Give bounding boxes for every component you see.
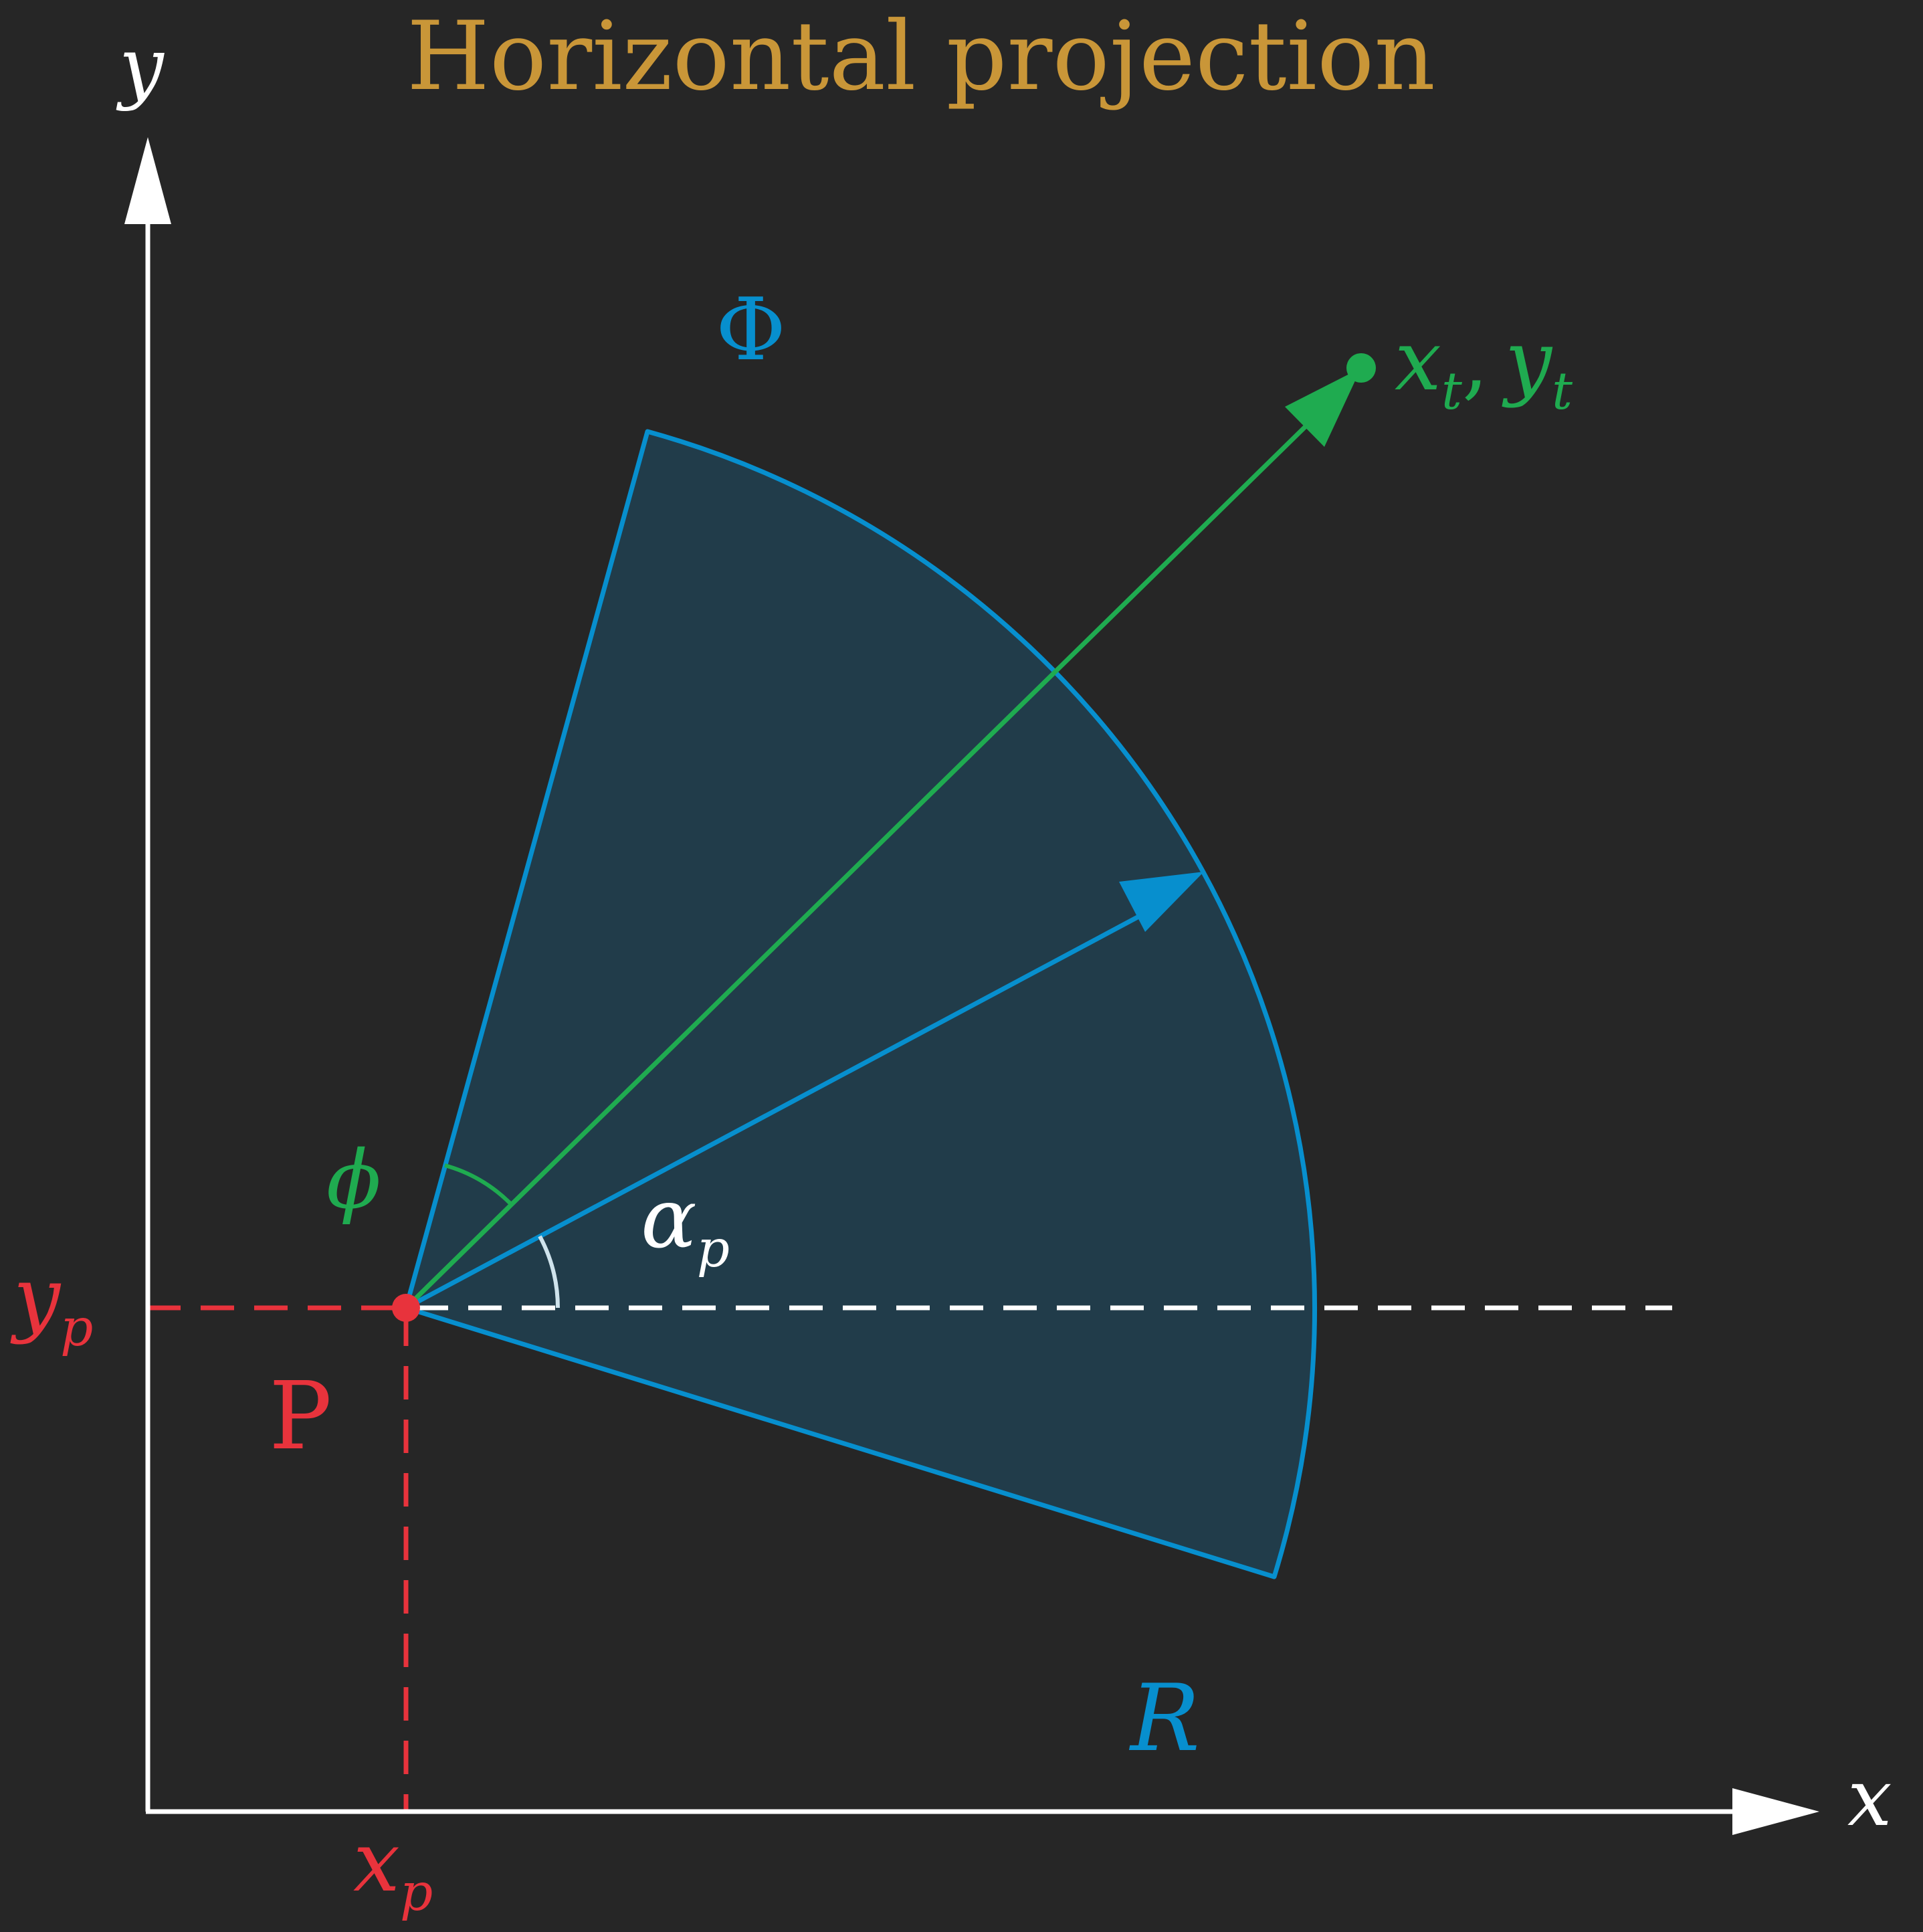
x-axis-arrowhead xyxy=(1732,1788,1819,1835)
sector-width-label: Φ xyxy=(716,280,786,380)
xp-label: xp xyxy=(353,1821,433,1919)
bearing-arrowhead xyxy=(1119,872,1204,932)
alpha-base: α xyxy=(641,1171,697,1267)
alpha-angle-arc xyxy=(538,1235,560,1309)
xp-base: x xyxy=(353,1814,400,1911)
yp-subscript: p xyxy=(60,1298,94,1359)
bearing-arrow-shaft xyxy=(405,900,1165,1311)
alpha-angle-label: αp xyxy=(641,1177,730,1275)
point-p-label: P xyxy=(269,1362,332,1471)
target-x-subscript: t xyxy=(1441,362,1462,422)
x-axis-label: x xyxy=(1847,1751,1892,1844)
phi-angle-arc xyxy=(444,1163,512,1205)
y-axis-label: y xyxy=(119,20,164,112)
target-y-label: y xyxy=(1505,313,1552,409)
target-arrow-shaft xyxy=(404,403,1330,1310)
target-coordinates-label: xt, yt xyxy=(1395,320,1573,417)
yp-label: yp xyxy=(13,1256,93,1354)
point-p-marker xyxy=(392,1294,420,1322)
xp-subscript: p xyxy=(399,1863,433,1923)
yp-base: y xyxy=(13,1250,61,1346)
alpha-subscript: p xyxy=(696,1220,730,1280)
diagram-title: Horizontal projection xyxy=(407,1,1435,112)
target-x-label: x xyxy=(1395,313,1441,409)
y-axis-arrowhead xyxy=(124,137,171,224)
target-y-subscript: t xyxy=(1552,362,1573,422)
radius-label: R xyxy=(1130,1664,1200,1772)
target-separator: , xyxy=(1461,313,1489,409)
target-point xyxy=(1346,353,1376,383)
target-arrowhead xyxy=(1285,368,1361,447)
phi-angle-label: ϕ xyxy=(326,1134,381,1227)
sector-shape xyxy=(403,429,1317,1579)
